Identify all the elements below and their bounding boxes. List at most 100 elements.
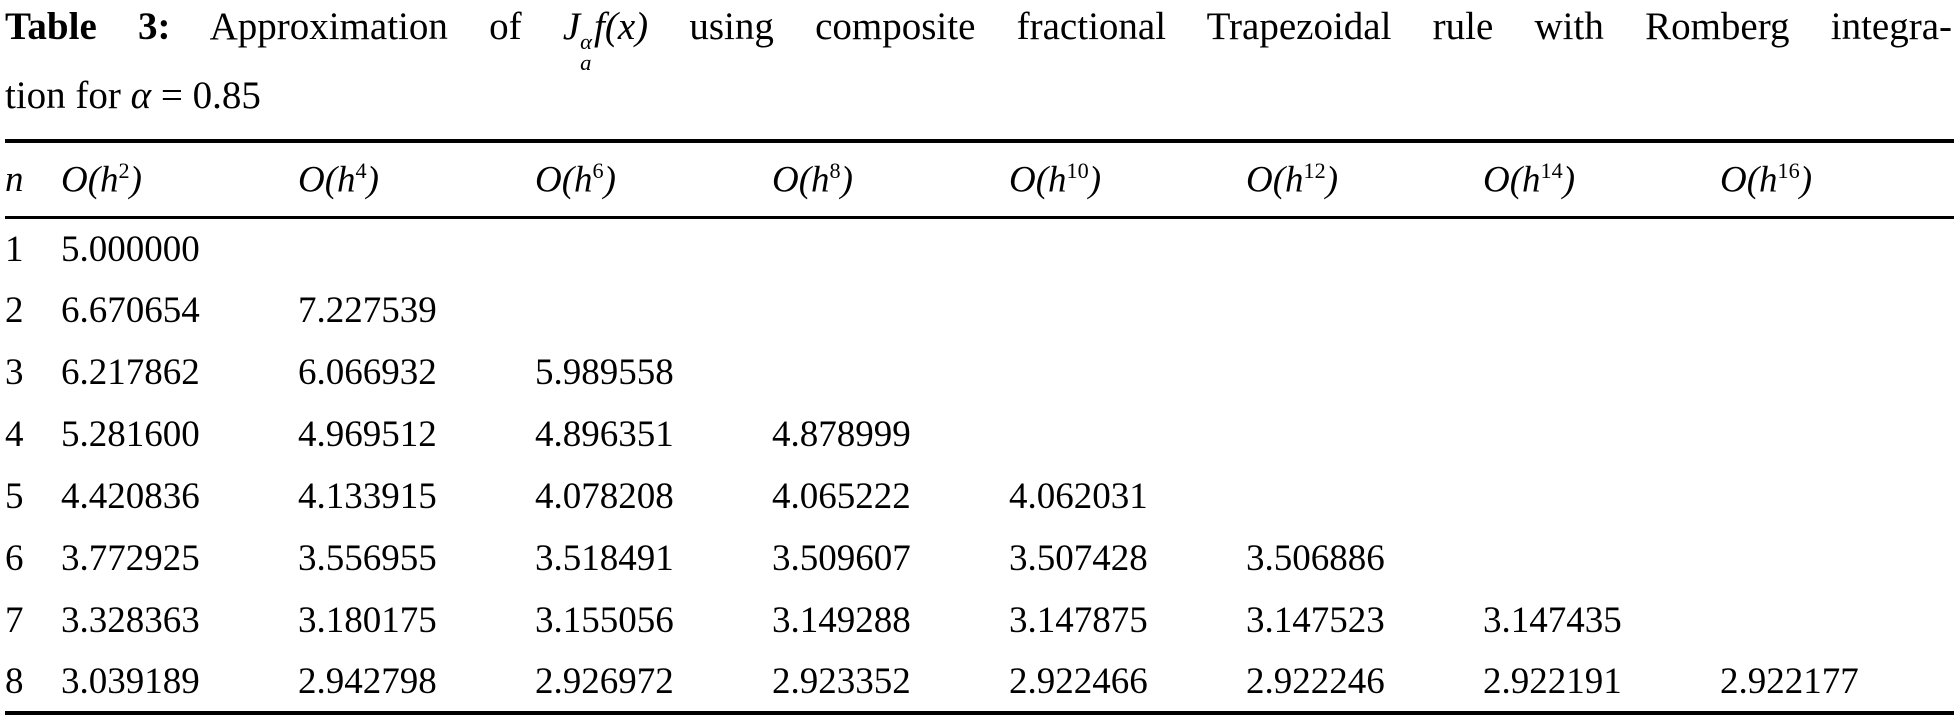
value-cell bbox=[772, 279, 1009, 341]
order-column-header: O(h6) bbox=[535, 158, 616, 201]
value-cell: 3.039189 bbox=[61, 660, 200, 702]
value-cell bbox=[772, 341, 1009, 403]
value-cell bbox=[1483, 279, 1720, 341]
value-cell: 2.922191 bbox=[1483, 660, 1622, 702]
header-row: n O(h2) O(h4) O(h6) O(h8) O(h10) O(h12) O(h14)… bbox=[5, 141, 1954, 218]
value-cell: 2.926972 bbox=[535, 660, 674, 702]
math-sub-a: a bbox=[580, 49, 592, 75]
value-cell: 3.509607 bbox=[772, 537, 911, 579]
value-cell: 3.556955 bbox=[298, 537, 437, 579]
row-index-cell: 8 bbox=[5, 660, 24, 702]
order-column-header: O(h10) bbox=[1009, 158, 1102, 201]
table-body: 1 5.000000 2 6.670654 7.227539 3 6.217862 6.066… bbox=[5, 217, 1954, 713]
table-row: 5 4.420836 4.133915 4.078208 4.065222 4.06203… bbox=[5, 465, 1954, 527]
table-row: 6 3.772925 3.556955 3.518491 3.509607 3.50742… bbox=[5, 527, 1954, 589]
row-index-cell: 4 bbox=[5, 413, 24, 455]
value-cell bbox=[1246, 403, 1483, 465]
alpha-value: = 0.85 bbox=[160, 74, 261, 118]
math-f-of-x: f(x) bbox=[594, 5, 649, 48]
value-cell bbox=[1246, 279, 1483, 341]
table-row: 3 6.217862 6.066932 5.989558 bbox=[5, 341, 1954, 403]
value-cell bbox=[535, 279, 772, 341]
value-cell: 2.922466 bbox=[1009, 660, 1148, 702]
value-cell: 2.942798 bbox=[298, 660, 437, 702]
value-cell: 3.507428 bbox=[1009, 537, 1148, 579]
value-cell bbox=[1009, 341, 1246, 403]
value-cell: 4.420836 bbox=[61, 475, 200, 517]
value-cell: 3.328363 bbox=[61, 599, 200, 641]
value-cell: 3.147875 bbox=[1009, 599, 1148, 641]
value-cell: 7.227539 bbox=[298, 289, 437, 331]
value-cell: 3.155056 bbox=[535, 599, 674, 641]
value-cell bbox=[1720, 403, 1954, 465]
table-row: 7 3.328363 3.180175 3.155056 3.149288 3.14787… bbox=[5, 589, 1954, 651]
caption-line-2: tion for α = 0.85 bbox=[5, 73, 1952, 119]
alpha-symbol: α bbox=[130, 74, 152, 118]
caption-text-before-math: Approximation of bbox=[209, 5, 522, 48]
math-J: J bbox=[562, 5, 581, 48]
row-index-cell: 3 bbox=[5, 351, 24, 393]
row-index-cell: 1 bbox=[5, 228, 24, 270]
value-cell: 3.180175 bbox=[298, 599, 437, 641]
romberg-integration-table: n O(h2) O(h4) O(h6) O(h8) O(h10) O(h12) O(h14)… bbox=[5, 139, 1954, 715]
table-row: 4 5.281600 4.969512 4.896351 4.878999 bbox=[5, 403, 1954, 465]
caption-label: Table 3: bbox=[5, 5, 171, 48]
value-cell: 3.147523 bbox=[1246, 599, 1385, 641]
value-cell: 3.772925 bbox=[61, 537, 200, 579]
value-cell bbox=[1246, 341, 1483, 403]
order-column-header: O(h8) bbox=[772, 158, 853, 201]
value-cell bbox=[1483, 341, 1720, 403]
value-cell: 4.078208 bbox=[535, 475, 674, 517]
value-cell: 5.000000 bbox=[61, 228, 200, 270]
value-cell bbox=[1009, 279, 1246, 341]
table-row: 2 6.670654 7.227539 bbox=[5, 279, 1954, 341]
value-cell bbox=[1720, 465, 1954, 527]
value-cell bbox=[1720, 279, 1954, 341]
value-cell bbox=[1246, 465, 1483, 527]
value-cell: 4.062031 bbox=[1009, 475, 1148, 517]
value-cell bbox=[772, 217, 1009, 279]
math-sup-alpha: α bbox=[580, 28, 593, 54]
value-cell: 2.922246 bbox=[1246, 660, 1385, 702]
caption-line2-text: tion for bbox=[5, 74, 121, 118]
value-cell bbox=[1720, 589, 1954, 651]
value-cell bbox=[1483, 403, 1720, 465]
value-cell: 5.281600 bbox=[61, 413, 200, 455]
value-cell: 2.923352 bbox=[772, 660, 911, 702]
n-column-header: n bbox=[5, 159, 24, 201]
value-cell bbox=[1483, 527, 1720, 589]
order-column-header: O(h12) bbox=[1246, 158, 1339, 201]
value-cell: 4.896351 bbox=[535, 413, 674, 455]
value-cell: 5.989558 bbox=[535, 351, 674, 393]
value-cell: 3.147435 bbox=[1483, 599, 1622, 641]
value-cell: 6.217862 bbox=[61, 351, 200, 393]
value-cell bbox=[1009, 403, 1246, 465]
value-cell: 6.066932 bbox=[298, 351, 437, 393]
row-index-cell: 6 bbox=[5, 537, 24, 579]
value-cell bbox=[1720, 217, 1954, 279]
value-cell: 6.670654 bbox=[61, 289, 200, 331]
order-column-header: O(h4) bbox=[298, 158, 379, 201]
value-cell: 3.506886 bbox=[1246, 537, 1385, 579]
row-index-cell: 5 bbox=[5, 475, 24, 517]
value-cell: 3.149288 bbox=[772, 599, 911, 641]
order-column-header: O(h14) bbox=[1483, 158, 1576, 201]
table-row: 1 5.000000 bbox=[5, 217, 1954, 279]
value-cell: 4.969512 bbox=[298, 413, 437, 455]
value-cell: 4.065222 bbox=[772, 475, 911, 517]
value-cell bbox=[1246, 217, 1483, 279]
value-cell: 3.518491 bbox=[535, 537, 674, 579]
row-index-cell: 2 bbox=[5, 289, 24, 331]
value-cell bbox=[1720, 527, 1954, 589]
value-cell bbox=[1720, 341, 1954, 403]
value-cell bbox=[1483, 217, 1720, 279]
order-column-header: O(h16) bbox=[1720, 158, 1813, 201]
value-cell bbox=[1009, 217, 1246, 279]
table-row: 8 3.039189 2.942798 2.926972 2.923352 2.92246… bbox=[5, 651, 1954, 713]
caption-text-after-math: using composite fractional Trapezoidal r… bbox=[689, 5, 1952, 48]
